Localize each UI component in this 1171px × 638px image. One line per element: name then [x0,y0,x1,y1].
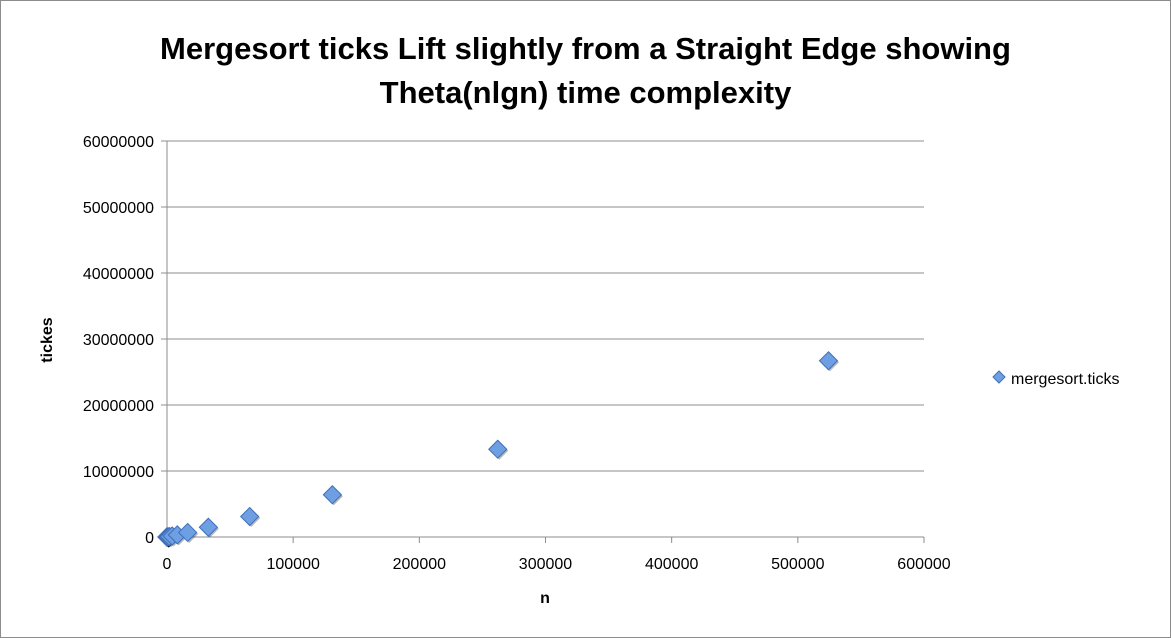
x-tick-label: 500000 [771,556,824,573]
data-point [818,351,839,371]
x-tick-label: 600000 [897,556,950,573]
x-tick-label: 400000 [645,556,698,573]
gridlines [167,140,924,472]
x-tick-label: 300000 [519,556,572,573]
y-tick-label: 30000000 [83,332,154,349]
legend-label-mergesort-ticks: mergesort.ticks [1011,371,1119,388]
x-tick-labels: 0 100000 200000 300000 400000 500000 600000 [163,556,951,573]
y-tick-labels: 0 10000000 20000000 30000000 40000000 5000000… [83,134,154,547]
legend-marker-mergesort-ticks [992,370,1006,384]
chart-title-line-2: Theta(nlgn) time complexity [379,75,792,110]
axes [161,140,925,543]
x-tick-label: 200000 [393,556,446,573]
legend: mergesort.ticks [992,370,1119,388]
y-tick-label: 60000000 [83,134,154,151]
x-tick-label: 100000 [266,556,319,573]
data-point [239,506,260,527]
data-point [488,439,508,459]
y-tick-label: 40000000 [83,266,154,283]
y-tick-label: 10000000 [83,464,154,481]
data-point [322,485,343,505]
x-tick-label: 0 [163,556,172,573]
x-axis-title: n [540,590,550,607]
y-tick-label: 50000000 [83,200,154,217]
y-tick-label: 20000000 [83,398,154,415]
data-point [198,517,219,537]
y-axis-title: tickes [39,317,56,362]
y-tick-label: 0 [145,530,154,547]
chart-title-line-1: Mergesort ticks Lift slightly from a Str… [160,31,1011,66]
data-points [157,351,839,548]
chart-title: Mergesort ticks Lift slightly from a Str… [0,27,1171,115]
data-point [177,522,198,543]
